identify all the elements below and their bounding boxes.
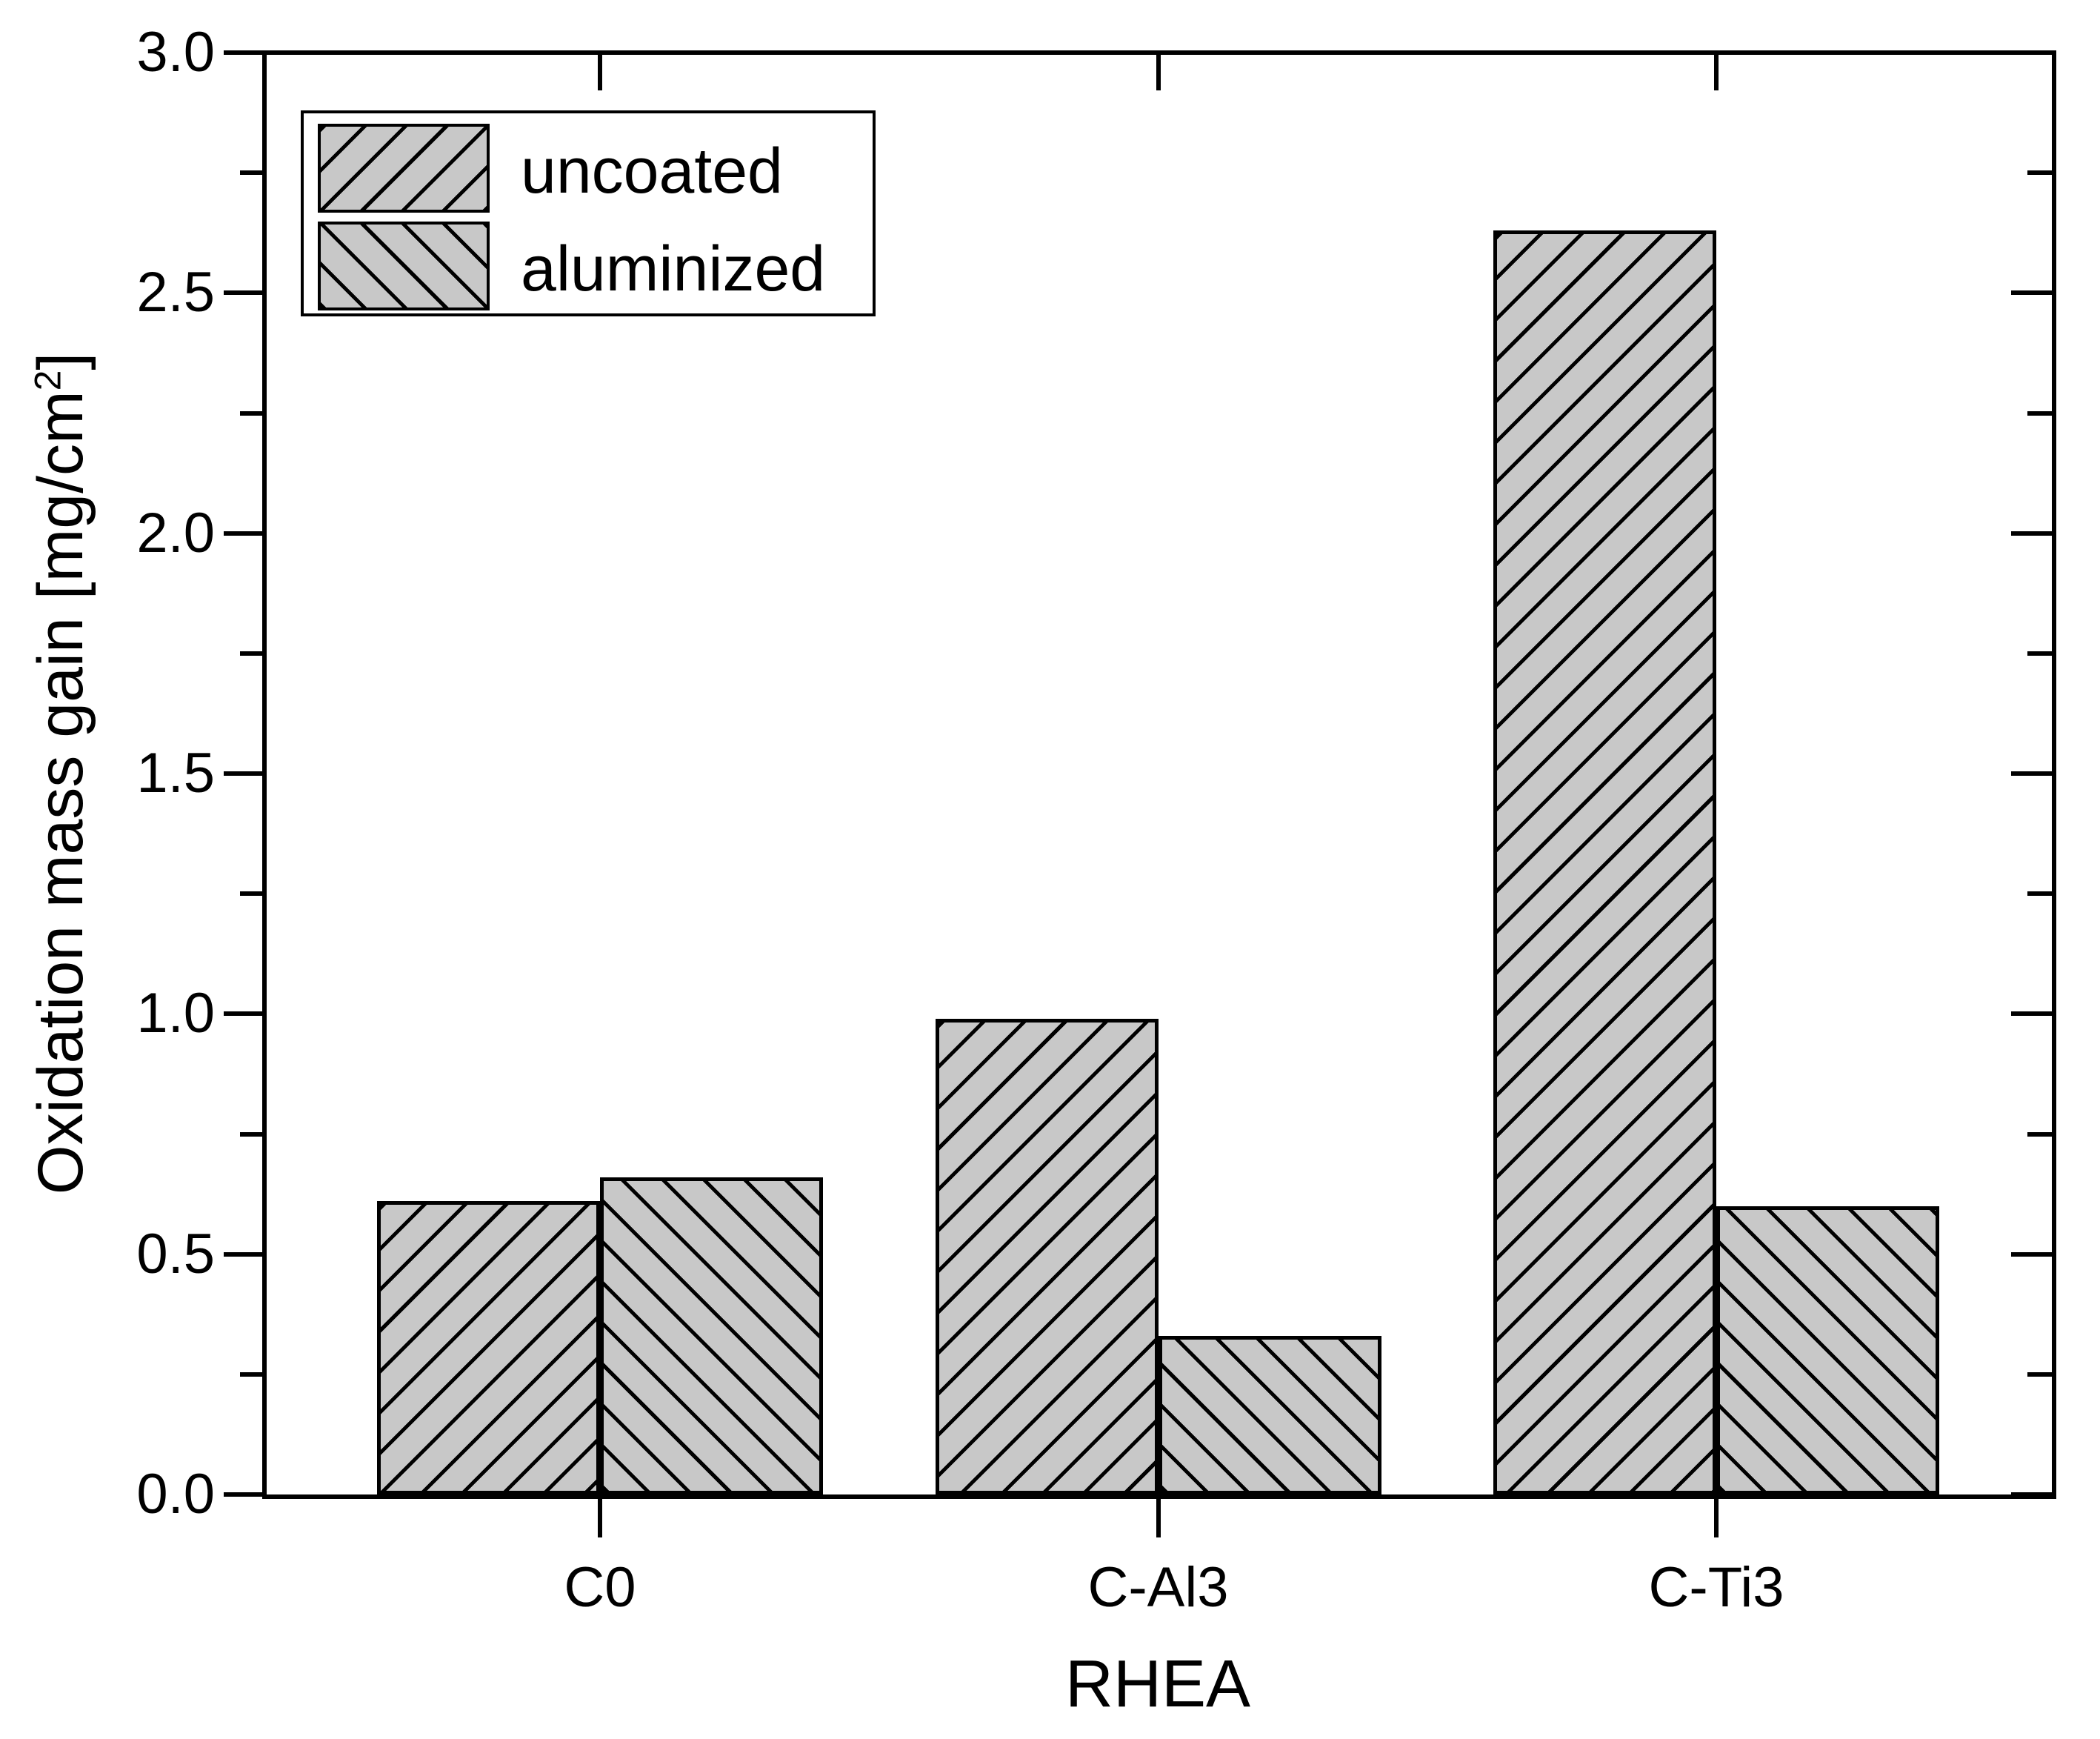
y-major-tick-left: [224, 50, 264, 55]
y-minor-tick-right: [2027, 410, 2052, 416]
x-tick-label-C0: C0: [564, 1556, 636, 1619]
y-minor-tick-left: [240, 1371, 264, 1377]
bar-C-Ti3-uncoated: [1493, 230, 1716, 1494]
y-minor-tick-left: [240, 651, 264, 656]
y-major-tick-left: [224, 1011, 264, 1017]
y-major-tick-right: [2011, 1492, 2052, 1497]
y-tick-label: 3.0: [136, 21, 215, 84]
y-minor-tick-right: [2027, 651, 2052, 656]
x-tick-bottom: [1714, 1497, 1719, 1537]
x-tick-label-C-Al3: C-Al3: [1087, 1556, 1229, 1619]
y-major-tick-right: [2011, 290, 2052, 296]
y-minor-tick-left: [240, 891, 264, 897]
y-minor-tick-left: [240, 1131, 264, 1137]
bar-C-Ti3-aluminized: [1716, 1206, 1939, 1494]
y-minor-tick-left: [240, 410, 264, 416]
legend-swatch-aluminized: [318, 222, 490, 310]
y-axis-title-suffix: ]: [25, 352, 96, 370]
x-tick-top: [598, 55, 602, 90]
y-major-tick-left: [224, 531, 264, 536]
y-axis-title-text: Oxidation mass gain [mg/cm: [25, 390, 96, 1195]
y-major-tick-left: [224, 1492, 264, 1497]
y-major-tick-right: [2011, 50, 2052, 55]
y-minor-tick-right: [2027, 1131, 2052, 1137]
y-major-tick-right: [2011, 1251, 2052, 1257]
y-tick-label: 2.5: [136, 261, 215, 325]
bar-C-Al3-uncoated: [935, 1018, 1159, 1494]
y-major-tick-right: [2011, 531, 2052, 536]
y-axis-title: Oxidation mass gain [mg/cm2]: [25, 353, 96, 1195]
legend-label-aluminized: aluminized: [521, 233, 826, 305]
y-axis-title-superscript: 2: [27, 370, 69, 391]
y-minor-tick-left: [240, 170, 264, 176]
y-tick-label: 0.0: [136, 1463, 215, 1526]
legend-swatch-uncoated: [318, 124, 490, 213]
y-major-tick-left: [224, 771, 264, 776]
x-tick-top: [1714, 55, 1719, 90]
y-tick-label: 2.0: [136, 501, 215, 565]
y-major-tick-right: [2011, 771, 2052, 776]
bar-C0-uncoated: [377, 1201, 600, 1494]
y-tick-label: 0.5: [136, 1222, 215, 1286]
y-minor-tick-right: [2027, 891, 2052, 897]
y-major-tick-left: [224, 1251, 264, 1257]
x-tick-label-C-Ti3: C-Ti3: [1648, 1556, 1784, 1619]
x-tick-bottom: [1156, 1497, 1161, 1537]
y-minor-tick-right: [2027, 170, 2052, 176]
y-tick-label: 1.5: [136, 742, 215, 805]
bar-C-Al3-aluminized: [1158, 1335, 1381, 1494]
y-minor-tick-right: [2027, 1371, 2052, 1377]
x-tick-top: [1156, 55, 1161, 90]
y-major-tick-left: [224, 290, 264, 296]
legend: uncoated aluminized: [301, 110, 876, 316]
bar-C0-aluminized: [600, 1177, 823, 1494]
x-axis-title: RHEA: [1064, 1647, 1251, 1721]
legend-label-uncoated: uncoated: [521, 136, 783, 207]
y-tick-label: 1.0: [136, 982, 215, 1045]
y-major-tick-right: [2011, 1011, 2052, 1017]
x-tick-bottom: [598, 1497, 602, 1537]
